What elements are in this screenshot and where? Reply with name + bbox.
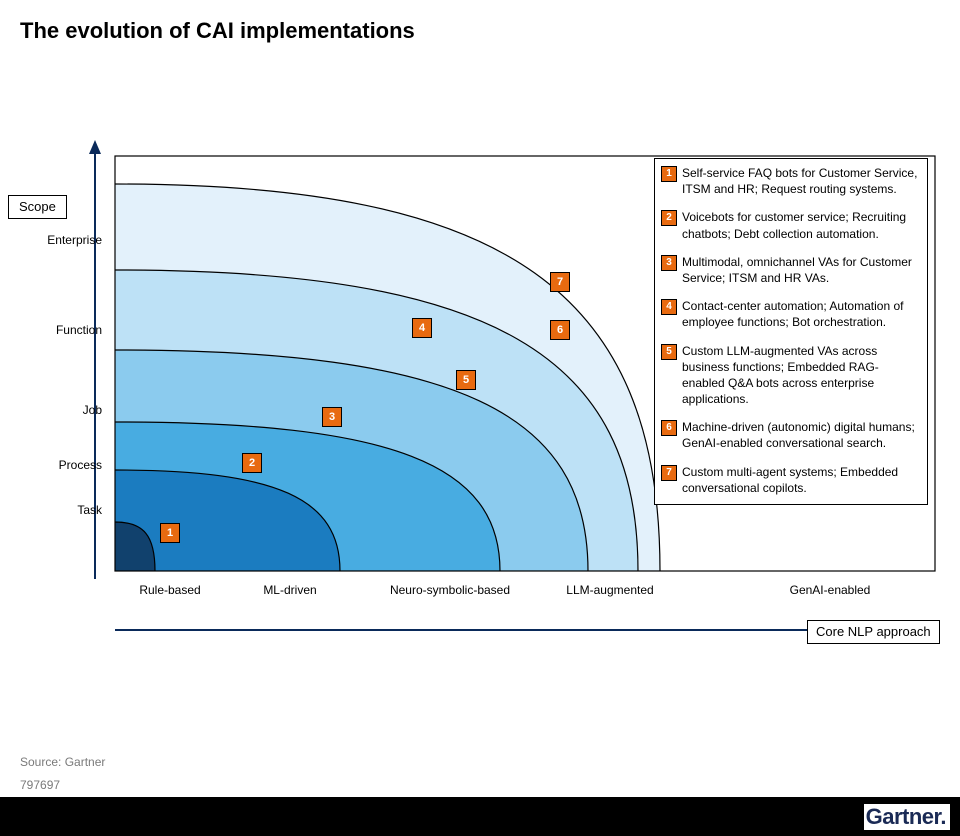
legend-text: Contact-center automation; Automation of… xyxy=(682,298,921,330)
y-tick: Job xyxy=(42,403,102,417)
x-axis-label: Core NLP approach xyxy=(807,620,940,644)
evolution-chart: Scope Core NLP approach 1Self-service FA… xyxy=(20,140,940,640)
brand-text: Gartner xyxy=(866,804,941,829)
y-tick: Enterprise xyxy=(42,233,102,247)
y-tick: Function xyxy=(42,323,102,337)
document-number: 797697 xyxy=(20,778,60,792)
x-tick: LLM-augmented xyxy=(535,583,685,597)
band-marker-1: 1 xyxy=(160,523,180,543)
y-axis-label: Scope xyxy=(8,195,67,219)
legend-item-3: 3 Multimodal, omnichannel VAs for Custome… xyxy=(661,254,921,286)
page-title: The evolution of CAI implementations xyxy=(20,18,415,44)
x-tick: Neuro-symbolic-based xyxy=(375,583,525,597)
legend-item-2: 2 Voicebots for customer service; Recruit… xyxy=(661,209,921,241)
legend-text: Multimodal, omnichannel VAs for Customer… xyxy=(682,254,921,286)
legend-number: 2 xyxy=(661,210,677,226)
band-marker-6: 6 xyxy=(550,320,570,340)
x-tick: GenAI-enabled xyxy=(755,583,905,597)
legend-text: Self-service FAQ bots for Customer Servi… xyxy=(682,165,921,197)
legend-number: 4 xyxy=(661,299,677,315)
legend-number: 5 xyxy=(661,344,677,360)
band-marker-3: 3 xyxy=(322,407,342,427)
brand-dot: . xyxy=(940,804,946,829)
y-tick: Process xyxy=(42,458,102,472)
legend-number: 3 xyxy=(661,255,677,271)
legend-number: 1 xyxy=(661,166,677,182)
band-marker-7: 7 xyxy=(550,272,570,292)
band-marker-2: 2 xyxy=(242,453,262,473)
legend-text: Custom LLM-augmented VAs across business… xyxy=(682,343,921,408)
legend-item-7: 7 Custom multi-agent systems; Embedded co… xyxy=(661,464,921,496)
y-tick: Task xyxy=(42,503,102,517)
band-marker-4: 4 xyxy=(412,318,432,338)
legend-item-1: 1 Self-service FAQ bots for Customer Serv… xyxy=(661,165,921,197)
legend-number: 7 xyxy=(661,465,677,481)
legend-text: Machine-driven (autonomic) digital human… xyxy=(682,419,921,451)
legend-number: 6 xyxy=(661,420,677,436)
legend-item-6: 6 Machine-driven (autonomic) digital huma… xyxy=(661,419,921,451)
x-tick: ML-driven xyxy=(215,583,365,597)
legend-text: Custom multi-agent systems; Embedded con… xyxy=(682,464,921,496)
footer-bar xyxy=(0,797,960,836)
legend-item-4: 4 Contact-center automation; Automation o… xyxy=(661,298,921,330)
legend-item-5: 5 Custom LLM-augmented VAs across busines… xyxy=(661,343,921,408)
source-text: Source: Gartner xyxy=(20,755,105,769)
legend: 1 Self-service FAQ bots for Customer Serv… xyxy=(654,158,928,505)
brand-logo: Gartner. xyxy=(864,804,950,830)
band-marker-5: 5 xyxy=(456,370,476,390)
legend-text: Voicebots for customer service; Recruiti… xyxy=(682,209,921,241)
